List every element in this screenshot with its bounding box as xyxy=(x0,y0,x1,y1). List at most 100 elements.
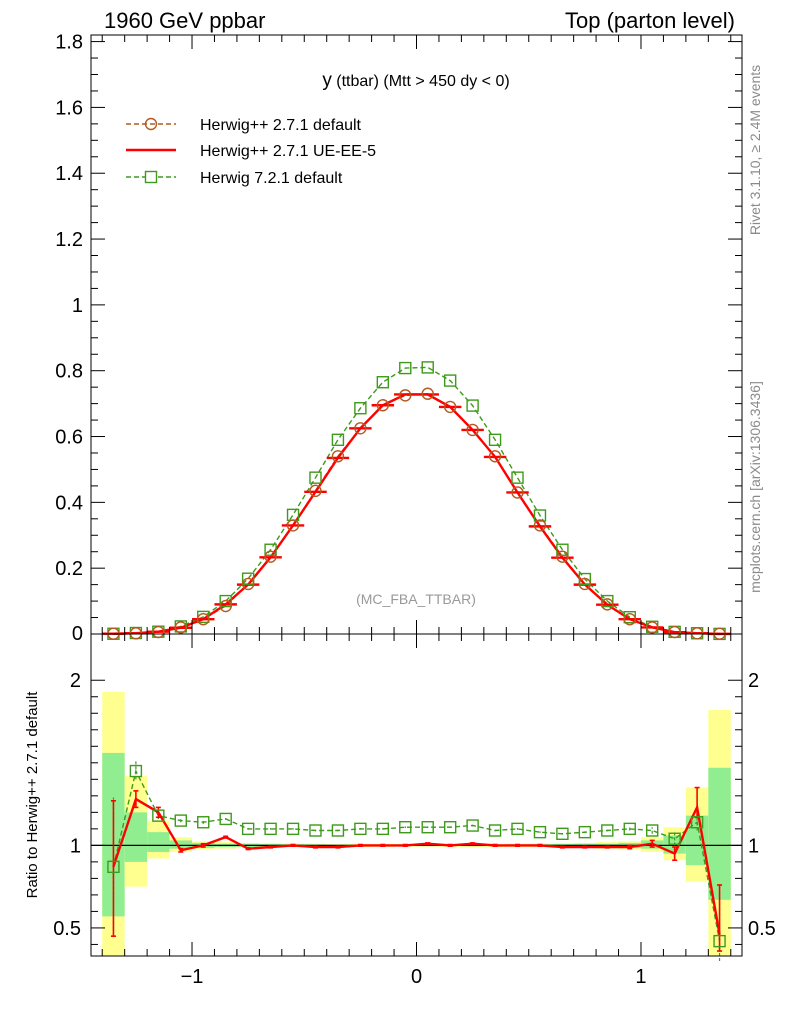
legend-marker-ref xyxy=(144,117,158,131)
ratio-h721-marker xyxy=(197,816,210,829)
ref-marker xyxy=(286,519,300,532)
ratio-line-h721 xyxy=(112,769,721,942)
main-ytick-label: 0.4 xyxy=(55,492,83,514)
ratio-ytick-label: 0.5 xyxy=(53,918,81,940)
ratio-h721-marker xyxy=(488,824,502,837)
mcplots-label: mcplots.cern.ch [arXiv:1306.3436] xyxy=(747,381,763,593)
ratio-ytick-label-right: 0.5 xyxy=(748,918,776,940)
legend-entry: Herwig++ 2.7.1 default xyxy=(200,117,362,134)
h721-marker xyxy=(443,374,457,387)
h721-marker xyxy=(466,399,479,412)
h721-marker xyxy=(331,433,345,447)
ratio-ylabel: Ratio to Herwig++ 2.7.1 default xyxy=(24,691,41,899)
ratio-h721-marker xyxy=(690,816,704,829)
ref-marker xyxy=(354,422,367,435)
series-line-herwig-721 xyxy=(113,366,720,635)
ratio-h721-marker xyxy=(713,934,726,948)
ref-marker xyxy=(511,486,524,499)
ref-marker xyxy=(533,519,547,532)
ratio-h721-marker xyxy=(668,832,681,845)
ref-marker xyxy=(488,450,502,463)
main-ytick-label: 0.6 xyxy=(55,427,83,449)
main-ytick-label: 1.4 xyxy=(55,163,83,185)
ratio-h721-marker xyxy=(533,825,547,839)
ratio-h721-marker xyxy=(601,824,614,837)
legend-marker-h721 xyxy=(144,170,158,184)
ratio-axis-ticks: 0.5 0.5 1 1 2 2 −1 0 1 xyxy=(53,634,776,988)
main-panel: 0.2 0.4 0.6 0.8 1 1.2 1.4 1.6 1.8 0 y (ttbar) (Mt… xyxy=(55,32,743,645)
ref-marker xyxy=(668,625,681,639)
ref-marker xyxy=(331,450,345,463)
ratio-h721-marker xyxy=(466,819,479,832)
h721-marker xyxy=(309,471,322,484)
h721-marker xyxy=(354,402,367,415)
band-inner xyxy=(169,840,193,849)
header-left: 1960 GeV ppbar xyxy=(104,8,265,33)
legend-entry: Herwig++ 2.7.1 UE-EE-5 xyxy=(200,143,376,160)
ref-marker xyxy=(129,627,143,640)
ratio-h721-marker xyxy=(219,812,232,826)
ratio-ytick-label-right: 2 xyxy=(748,670,759,692)
ref-marker xyxy=(466,423,479,437)
h721-marker xyxy=(399,361,412,375)
ratio-h721-marker xyxy=(331,824,345,837)
ref-marker xyxy=(578,577,592,591)
ref-marker xyxy=(443,400,457,414)
ref-marker xyxy=(399,389,412,402)
main-ytick-label: 1.6 xyxy=(55,97,83,119)
ref-marker xyxy=(623,612,636,626)
h721-marker xyxy=(488,433,502,447)
main-ytick-label: 0.2 xyxy=(55,558,83,580)
ratio-frame xyxy=(90,633,743,957)
analysis-label: (MC_FBA_TTBAR) xyxy=(356,591,476,607)
ref-marker xyxy=(241,577,255,591)
ref-marker xyxy=(219,599,232,613)
band-inner xyxy=(708,767,731,900)
ratio-ytick-label: 1 xyxy=(70,835,81,857)
h721-marker xyxy=(533,509,547,522)
ref-marker xyxy=(197,612,210,626)
band-inner xyxy=(124,812,148,862)
rivet-label: Rivet 3.1.10, ≥ 2.4M events xyxy=(747,65,763,235)
ref-marker xyxy=(646,621,659,634)
main-ytick-label: 1.8 xyxy=(55,32,83,54)
ratio-line-ueee5 xyxy=(112,797,721,935)
ratio-h721-marker xyxy=(152,809,165,822)
ref-marker xyxy=(601,598,614,611)
ratio-h721-marker xyxy=(421,821,434,834)
legend-entry: Herwig 7.2.1 default xyxy=(200,170,343,187)
h721-marker xyxy=(601,594,614,608)
ratio-h721-marker xyxy=(511,822,524,836)
ref-marker xyxy=(376,399,390,412)
h721-marker xyxy=(421,361,434,374)
main-ytick-label: 1 xyxy=(72,295,83,317)
ratio-h721-marker xyxy=(556,827,569,841)
h721-marker xyxy=(376,376,390,389)
ratio-h721-marker xyxy=(623,822,636,836)
main-ytick-label: 0.8 xyxy=(55,361,83,383)
ref-marker xyxy=(309,484,322,498)
band-inner xyxy=(147,832,170,852)
ratio-plot-data xyxy=(91,691,742,961)
ratio-h721-marker xyxy=(107,860,120,874)
ratio-xtick-label: −1 xyxy=(181,966,204,988)
ratio-h721-marker xyxy=(376,822,390,836)
main-frame xyxy=(90,34,743,635)
ratio-h721-marker xyxy=(578,825,592,839)
ratio-h721-marker xyxy=(286,822,300,836)
main-axis-ticks: 0.2 0.4 0.6 0.8 1 1.2 1.4 1.6 1.8 0 xyxy=(55,32,742,645)
ratio-h721-marker xyxy=(646,824,659,837)
ratio-ytick-label-right: 1 xyxy=(748,835,759,857)
ratio-xtick-label: 0 xyxy=(411,966,422,988)
h721-marker xyxy=(241,572,255,585)
ratio-h721-marker xyxy=(264,822,277,836)
ref-marker xyxy=(264,550,277,563)
ratio-h721-marker xyxy=(443,821,457,834)
ref-marker xyxy=(421,387,434,400)
main-plot-data xyxy=(102,361,731,641)
h721-marker xyxy=(219,594,232,608)
ref-marker xyxy=(690,627,704,640)
ratio-panel: 0.5 0.5 1 1 2 2 −1 0 1 Ratio to Herwig++ 2.7.1 d… xyxy=(24,633,776,988)
main-ytick-label: 1.2 xyxy=(55,229,83,251)
